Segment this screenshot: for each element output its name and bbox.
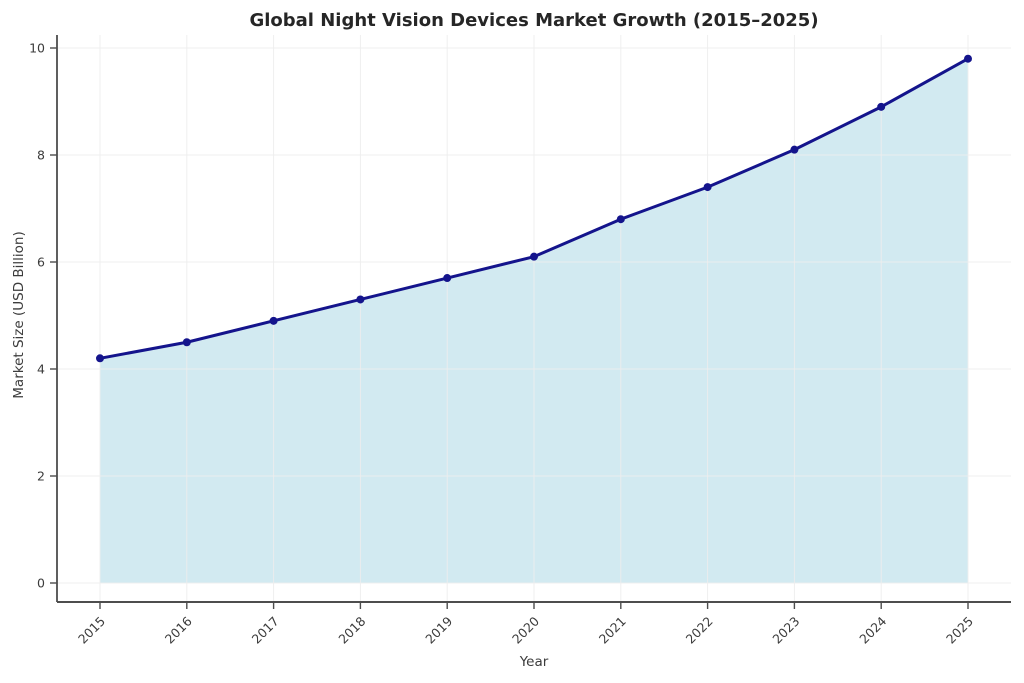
data-point-2015	[96, 354, 104, 363]
data-point-2021	[616, 215, 625, 224]
data-point-2023	[790, 145, 799, 154]
y-tick-label: 8	[37, 148, 45, 163]
y-tick-label: 0	[37, 576, 45, 591]
data-point-2020	[530, 252, 538, 261]
trend-line-group	[96, 54, 972, 363]
y-tick-label: 6	[37, 255, 45, 270]
y-tick-label: 2	[37, 469, 45, 484]
x-axis-label: Year	[519, 654, 549, 670]
chart-title: Global Night Vision Devices Market Growt…	[249, 10, 818, 31]
axes-group	[50, 35, 1011, 609]
data-point-2024	[877, 102, 886, 111]
data-point-2022	[703, 183, 712, 192]
y-tick-label: 4	[37, 362, 45, 377]
data-point-2016	[182, 338, 191, 347]
data-point-2025	[964, 54, 972, 63]
y-tick-label: 10	[29, 41, 45, 56]
data-point-2019	[443, 274, 452, 283]
y-axis-label: Market Size (USD Billion)	[11, 231, 27, 398]
data-point-2018	[356, 295, 365, 304]
data-point-2017	[269, 316, 278, 325]
gridlines-group	[57, 35, 1011, 602]
